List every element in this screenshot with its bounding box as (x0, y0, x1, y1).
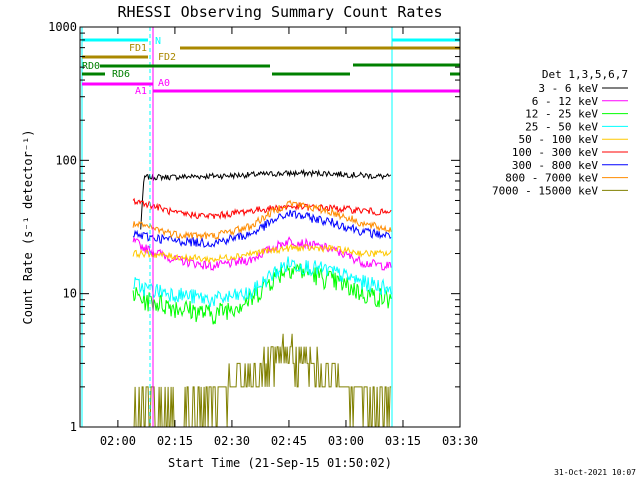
plot-frame (79, 26, 461, 428)
x-tick-label: 03:00 (328, 434, 364, 448)
legend-label: 12 - 25 keV (525, 108, 598, 121)
legend-label: 25 - 50 keV (525, 120, 598, 133)
y-tick-label: 10 (63, 287, 77, 301)
series-line (132, 199, 392, 241)
x-tick-label: 02:30 (214, 434, 250, 448)
legend-label: 300 - 800 keV (512, 159, 598, 172)
series-line (132, 197, 392, 220)
flag-label: FD2 (158, 52, 176, 63)
flag-label: N (155, 36, 161, 47)
x-tick-label: 03:30 (442, 434, 478, 448)
legend-label: 100 - 300 keV (512, 146, 598, 159)
x-tick-label: 02:15 (157, 434, 193, 448)
series-line (140, 168, 392, 230)
x-axis-label: Start Time (21-Sep-15 01:50:02) (168, 456, 392, 470)
flag-label: A1 (135, 86, 147, 97)
legend-label: 50 - 100 keV (519, 133, 599, 146)
axes: 02:00 02:15 02:30 02:45 03:00 03:15 03:30 1 10 10… (48, 20, 478, 448)
legend-label: 800 - 7000 keV (505, 172, 598, 185)
x-tick-label: 03:15 (385, 434, 421, 448)
legend-label: 6 - 12 keV (532, 95, 599, 108)
y-tick-label: 100 (55, 153, 77, 167)
series-line (132, 209, 392, 248)
x-tick-label: 02:45 (271, 434, 307, 448)
series-line (132, 256, 392, 308)
flag-label: FD1 (129, 43, 147, 54)
series-line (132, 263, 392, 325)
y-tick-label: 1 (70, 420, 77, 434)
legend-label: 7000 - 15000 keV (492, 184, 598, 197)
x-tick-label: 02:00 (100, 434, 136, 448)
date-stamp: 31-Oct-2021 10:07 (554, 468, 636, 477)
chart-title: RHESSI Observing Summary Count Rates (117, 3, 442, 21)
series-line (132, 236, 392, 272)
legend-title: Det 1,3,5,6,7 (542, 68, 628, 81)
legend-label: 3 - 6 keV (538, 82, 598, 95)
series-line (132, 243, 392, 264)
flag-label: RD6 (112, 69, 130, 80)
flag-label: RD0 (82, 61, 100, 72)
y-axis-label: Count Rate (s⁻¹ detector⁻¹) (21, 129, 35, 324)
flag-label: A0 (158, 78, 170, 89)
y-tick-label: 1000 (48, 20, 77, 34)
